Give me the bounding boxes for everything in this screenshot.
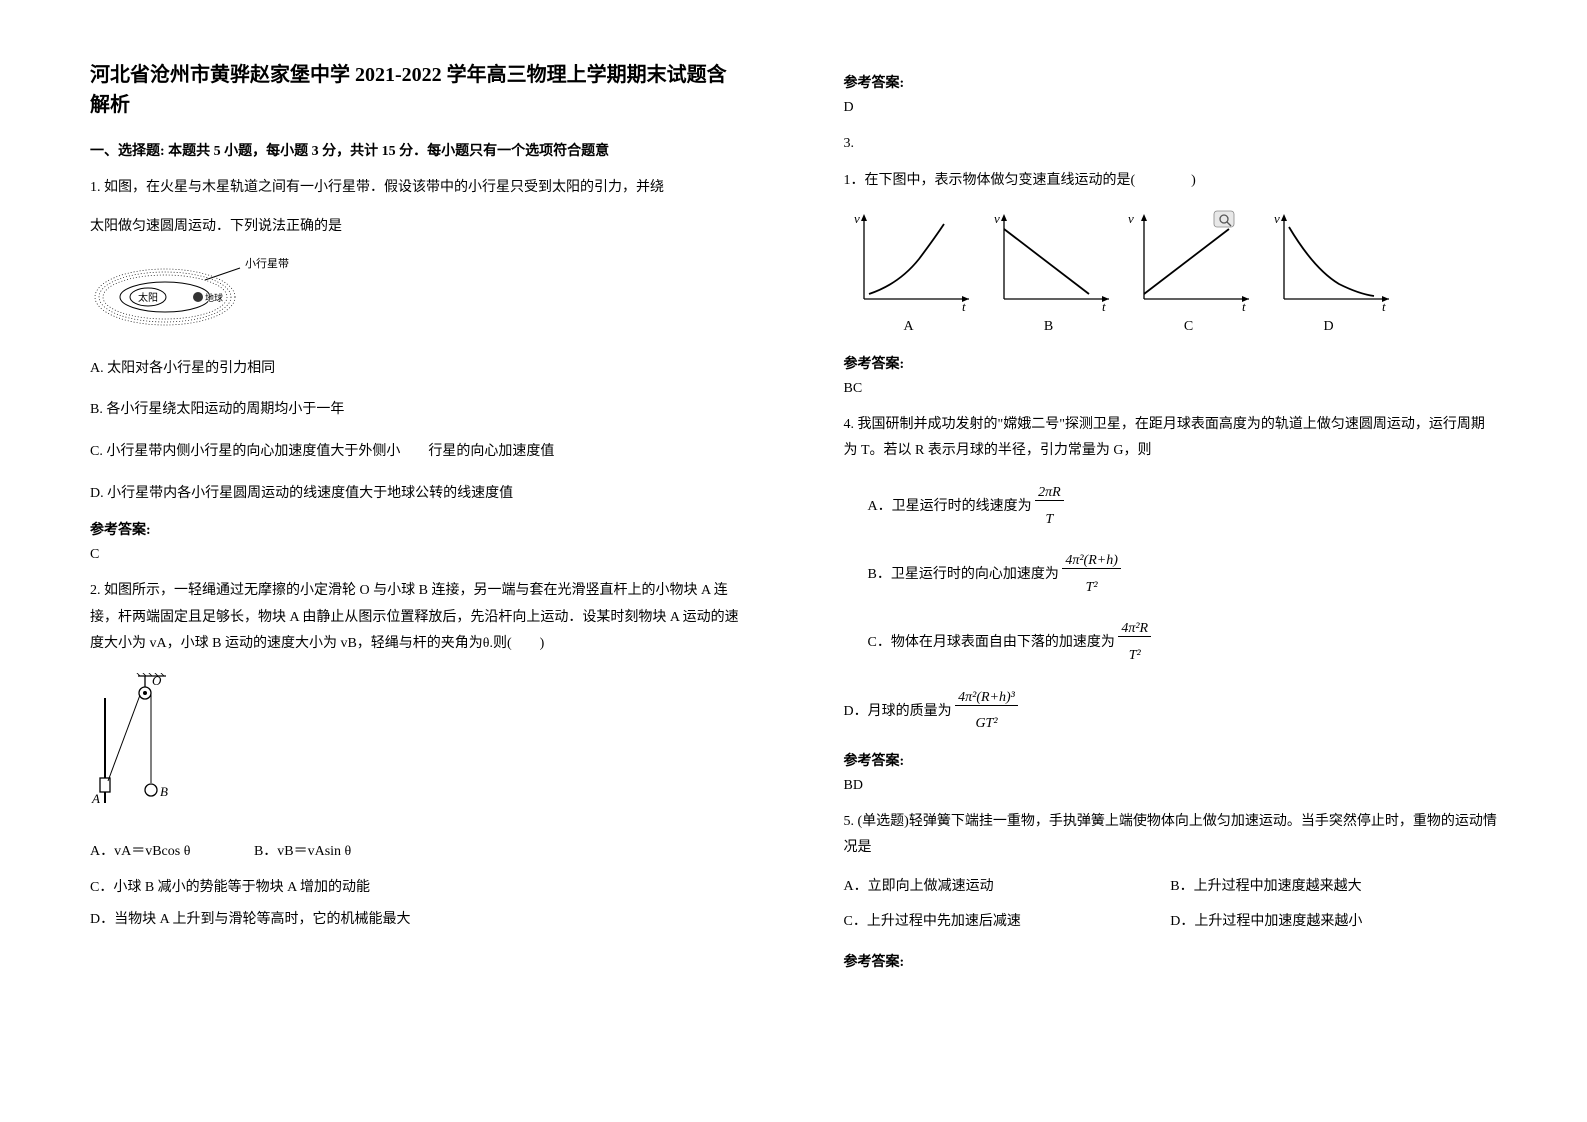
svg-text:A: A (91, 791, 100, 806)
q4-optA: A．卫星运行时的线速度为 2πR T (844, 480, 1498, 533)
q4-optD-label: D．月球的质量为 (844, 703, 952, 718)
q4-text: 4. 我国研制并成功发射的"嫦娥二号"探测卫星，在距月球表面高度为的轨道上做匀速… (844, 412, 1498, 465)
chart-D: v t D (1264, 209, 1394, 341)
q4-optD: D．月球的质量为 4π²(R+h)³ GT² (844, 685, 1498, 738)
svg-text:v: v (854, 211, 860, 226)
question-1: 1. 如图，在火星与木星轨道之间有一小行星带．假设该带中的小行星只受到太阳的引力… (90, 175, 744, 507)
asteroid-belt-diagram: 小行星带 太阳 地球 地球 (90, 255, 744, 341)
q5-answer-label: 参考答案: (844, 951, 1498, 971)
q4-answer-label: 参考答案: (844, 750, 1498, 770)
q4-optB-label: B．卫星运行时的向心加速度为 (868, 562, 1059, 589)
svg-text:t: t (1242, 299, 1246, 314)
q5-text: 5. (单选题)轻弹簧下端挂一重物，手执弹簧上端使物体向上做匀加速运动。当手突然… (844, 809, 1498, 862)
q1-answer: C (90, 547, 744, 563)
q4-optB-frac: 4π²(R+h) T² (1062, 548, 1121, 601)
svg-text:v: v (994, 211, 1000, 226)
svg-text:B: B (160, 784, 168, 799)
chart-A-label: A (903, 314, 913, 341)
q5-options: A．立即向上做减速运动 B．上升过程中加速度越来越大 C．上升过程中先加速后减速… (844, 870, 1498, 939)
svg-text:t: t (1102, 299, 1106, 314)
left-column: 河北省沧州市黄骅赵家堡中学 2021-2022 学年高三物理上学期期末试题含解析… (0, 0, 794, 1122)
q4-optB: B．卫星运行时的向心加速度为 4π²(R+h) T² (844, 548, 1498, 601)
q5-optA: A．立即向上做减速运动 (844, 874, 1171, 901)
document-title: 河北省沧州市黄骅赵家堡中学 2021-2022 学年高三物理上学期期末试题含解析 (90, 60, 744, 120)
q2-answer: D (844, 100, 1498, 116)
q4-answer: BD (844, 778, 1498, 794)
q2-optC: C．小球 B 减小的势能等于物块 A 增加的动能 (90, 875, 744, 902)
q5-optC: C．上升过程中先加速后减速 (844, 909, 1171, 936)
chart-B: v t B (984, 209, 1114, 341)
q1-optD: D. 小行星带内各小行星圆周运动的线速度值大于地球公转的线速度值 (90, 481, 744, 508)
chart-C-label: C (1184, 314, 1193, 341)
q1-optC: C. 小行星带内侧小行星的向心加速度值大于外侧小 行星的向心加速度值 (90, 439, 744, 466)
q3-subq: 1．在下图中，表示物体做匀变速直线运动的是( ) (844, 168, 1498, 195)
q3-answer-label: 参考答案: (844, 353, 1498, 373)
q2-answer-label: 参考答案: (844, 72, 1498, 92)
question-4: 4. 我国研制并成功发射的"嫦娥二号"探测卫星，在距月球表面高度为的轨道上做匀速… (844, 412, 1498, 738)
section-1-header: 一、选择题: 本题共 5 小题，每小题 3 分，共计 15 分．每小题只有一个选… (90, 140, 744, 160)
chart-B-label: B (1044, 314, 1053, 341)
q3-num: 3. (844, 131, 1498, 158)
right-column: 参考答案: D 3. 1．在下图中，表示物体做匀变速直线运动的是( ) v t … (794, 0, 1587, 1122)
q2-optD: D．当物块 A 上升到与滑轮等高时，它的机械能最大 (90, 907, 744, 934)
chart-C: v t C (1124, 209, 1254, 341)
q1-text2: 太阳做匀速圆周运动．下列说法正确的是 (90, 214, 744, 241)
q2-text: 2. 如图所示，一轻绳通过无摩擦的小定滑轮 O 与小球 B 连接，另一端与套在光… (90, 578, 744, 658)
q4-optA-frac: 2πR T (1035, 480, 1064, 533)
chart-D-label: D (1323, 314, 1333, 341)
q5-optD: D．上升过程中加速度越来越小 (1170, 909, 1497, 936)
svg-text:t: t (1382, 299, 1386, 314)
q3-answer: BC (844, 381, 1498, 397)
belt-label: 小行星带 (245, 257, 289, 270)
svg-text:v: v (1274, 211, 1280, 226)
earth-label2: 地球 (205, 292, 223, 303)
q4-optD-frac: 4π²(R+h)³ GT² (955, 685, 1018, 738)
q1-text1: 1. 如图，在火星与木星轨道之间有一小行星带．假设该带中的小行星只受到太阳的引力… (90, 175, 744, 202)
svg-text:v: v (1128, 211, 1134, 226)
svg-text:t: t (962, 299, 966, 314)
q4-optC-label: C．物体在月球表面自由下落的加速度为 (868, 630, 1115, 657)
q1-answer-label: 参考答案: (90, 519, 744, 539)
question-2: 2. 如图所示，一轻绳通过无摩擦的小定滑轮 O 与小球 B 连接，另一端与套在光… (90, 578, 744, 933)
q2-optB: B．vB＝vAsin θ (254, 844, 351, 859)
q2-options-AB: A．vA＝vBcos θ B．vB＝vAsin θ (90, 839, 744, 866)
q4-optA-label: A．卫星运行时的线速度为 (868, 494, 1032, 521)
chart-A: v t A (844, 209, 974, 341)
sun-label: 太阳 (138, 291, 158, 304)
pulley-diagram: O A (90, 673, 744, 824)
vt-charts-row: v t A v t B (844, 209, 1498, 341)
q2-optA: A．vA＝vBcos θ (90, 844, 190, 859)
q5-optB: B．上升过程中加速度越来越大 (1170, 874, 1497, 901)
q4-optC-frac: 4π²R T² (1118, 616, 1151, 669)
question-3: 3. 1．在下图中，表示物体做匀变速直线运动的是( ) v t A (844, 131, 1498, 341)
q1-optA: A. 太阳对各小行星的引力相同 (90, 356, 744, 383)
question-5: 5. (单选题)轻弹簧下端挂一重物，手执弹簧上端使物体向上做匀加速运动。当手突然… (844, 809, 1498, 939)
q1-optB: B. 各小行星绕太阳运动的周期均小于一年 (90, 397, 744, 424)
q4-optC: C．物体在月球表面自由下落的加速度为 4π²R T² (844, 616, 1498, 669)
